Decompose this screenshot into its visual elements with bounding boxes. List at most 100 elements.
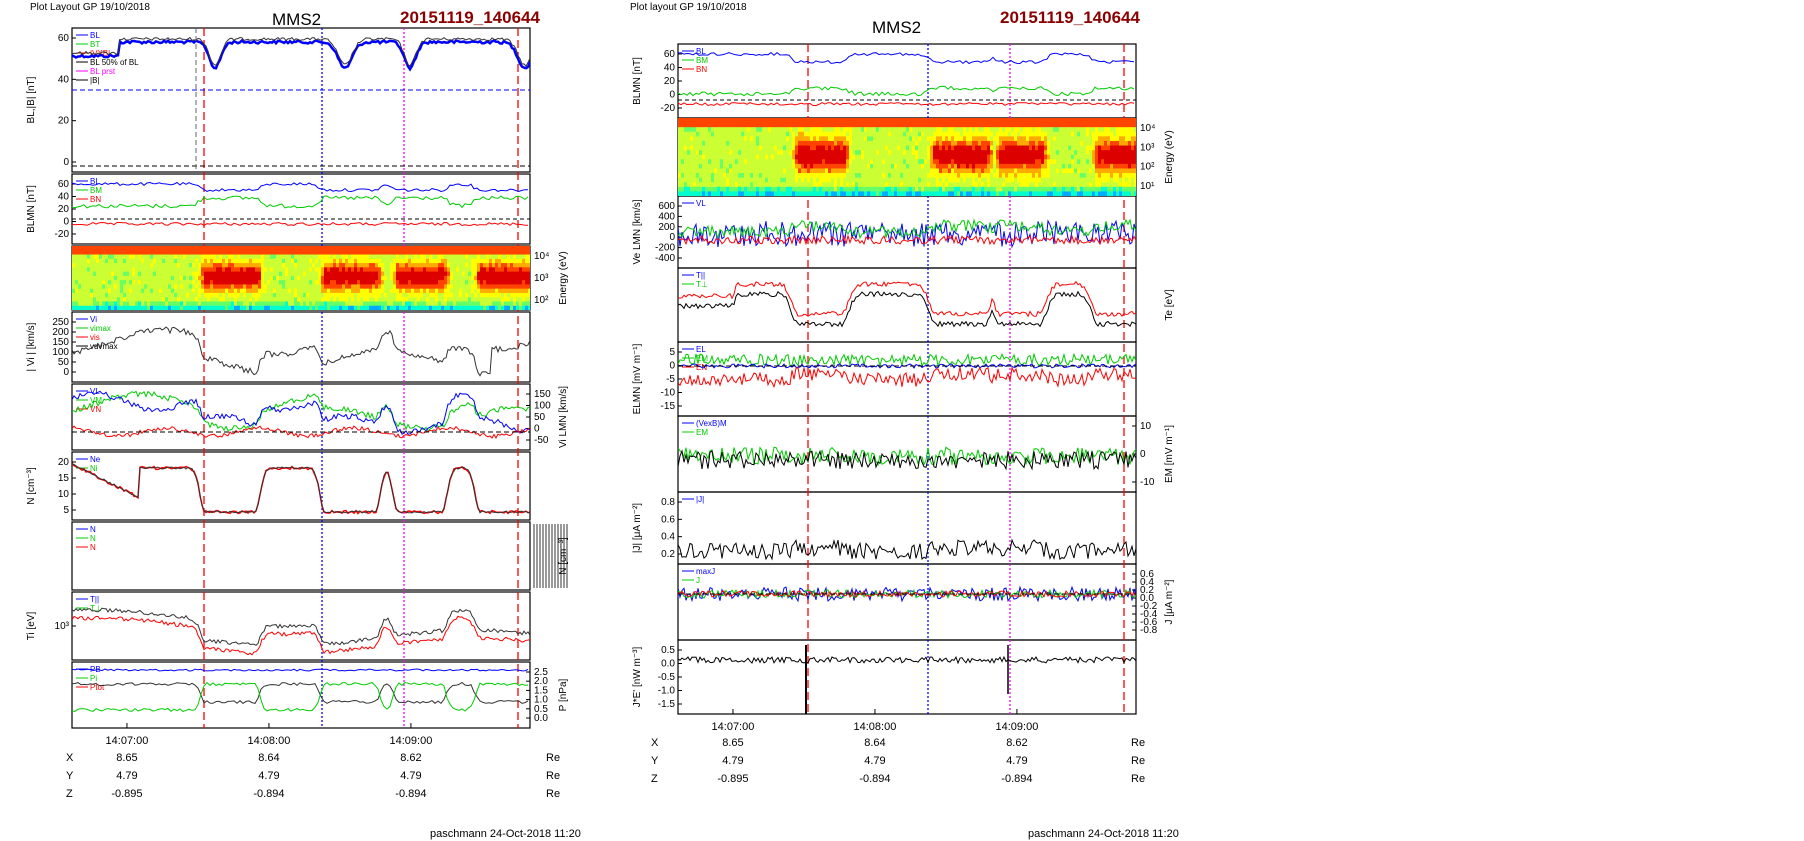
tick-label: -0.2 bbox=[1140, 601, 1158, 612]
tick-label: 0.4 bbox=[1140, 577, 1154, 588]
left-header: Plot Layout GP 19/10/2018 bbox=[30, 2, 150, 13]
series-pb bbox=[72, 681, 529, 705]
tick-label: 0 bbox=[669, 361, 675, 372]
tick-label: 0 bbox=[534, 424, 540, 435]
legend-entry: N bbox=[90, 525, 96, 534]
axis-label: Ti [eV] bbox=[26, 612, 37, 641]
tick-label: 1.5 bbox=[534, 685, 548, 696]
tick-label: 20 bbox=[58, 204, 70, 215]
tick-label: 0.6 bbox=[661, 514, 675, 525]
series-en bbox=[678, 366, 1136, 389]
panel-je: 0.5 0.0 -0.5 -1.0 -1.5 J*E' [nW m⁻³] bbox=[632, 639, 1137, 715]
orbit-value: 8.62 bbox=[400, 752, 422, 764]
left-event-stamp: 20151119_140644 bbox=[400, 8, 540, 27]
series-je bbox=[678, 655, 1136, 665]
legend-entry: T|| bbox=[90, 595, 99, 604]
tick-label: 2.0 bbox=[534, 676, 548, 687]
legend-entry: VN bbox=[90, 405, 101, 414]
time-tick: 14:09:00 bbox=[390, 735, 433, 747]
axis-label: Te [eV] bbox=[1164, 289, 1175, 320]
left-spacecraft: MMS2 bbox=[272, 10, 322, 29]
tick-label: 10¹ bbox=[1140, 181, 1155, 192]
series-vl bbox=[72, 390, 530, 435]
tick-label: -0.8 bbox=[1140, 625, 1158, 636]
series-bl bbox=[72, 181, 529, 193]
axis-label: Energy (eV) bbox=[1164, 130, 1175, 183]
orbit-value: 8.64 bbox=[864, 737, 886, 749]
series-bm bbox=[678, 85, 1135, 97]
series-ptot bbox=[72, 668, 529, 672]
orbit-value: 8.65 bbox=[116, 752, 138, 764]
orbit-label: X bbox=[651, 737, 659, 749]
tick-label: -200 bbox=[655, 243, 675, 254]
orbit-unit: Re bbox=[1131, 737, 1146, 749]
tick-label: -1.5 bbox=[658, 699, 676, 710]
tick-label: 10⁴ bbox=[534, 251, 549, 262]
tick-label: 0.6 bbox=[1140, 569, 1154, 580]
right-footer: paschmann 24-Oct-2018 11:20 bbox=[1028, 828, 1179, 840]
tick-label: 0 bbox=[1140, 449, 1146, 460]
legend-entry: Ne bbox=[90, 455, 101, 464]
axis-label: BLMN [nT] bbox=[632, 57, 643, 105]
axis-label: ELMN [mV m⁻¹] bbox=[632, 343, 643, 414]
time-tick: 14:09:00 bbox=[996, 721, 1039, 733]
tick-label: 0.5 bbox=[661, 645, 675, 656]
orbit-value: 8.64 bbox=[258, 752, 280, 764]
legend-entry: BL bbox=[90, 31, 100, 40]
axis-label: J [μA m⁻²] bbox=[1164, 579, 1175, 624]
tick-label: 20 bbox=[58, 116, 70, 127]
axis-label: BL,|B| [nT] bbox=[26, 76, 37, 123]
axis-label: |J| [μA m⁻²] bbox=[632, 503, 643, 553]
tick-label: 10³ bbox=[534, 273, 549, 284]
tick-label: -5 bbox=[666, 374, 675, 385]
axis-label: J*E' [nW m⁻³] bbox=[632, 647, 643, 708]
tick-label: -20 bbox=[661, 103, 676, 114]
legend-entry: EM bbox=[696, 354, 708, 363]
orbit-label: X bbox=[66, 752, 74, 764]
legend-entry: BL 50% of BL bbox=[90, 58, 139, 67]
tick-label: 60 bbox=[58, 33, 70, 44]
orbit-value: -0.895 bbox=[111, 788, 143, 800]
orbit-label: Z bbox=[66, 788, 73, 800]
series-pi bbox=[72, 681, 529, 712]
legend-entry: T|| bbox=[696, 271, 705, 280]
tick-label: 10³ bbox=[55, 621, 70, 632]
axis-label: N [cm⁻³] bbox=[558, 537, 569, 575]
tick-label: 15 bbox=[58, 473, 70, 484]
panel-jlmn: 0.60.40.20.0-0.2-0.4-0.6-0.8 J [μA m⁻²] ma… bbox=[677, 563, 1175, 641]
series-bl bbox=[678, 51, 1135, 65]
tick-label: 50 bbox=[58, 357, 70, 368]
legend-entry: PB bbox=[90, 665, 101, 674]
orbit-label: Y bbox=[66, 770, 74, 782]
series-ni bbox=[72, 463, 530, 514]
tick-label: 0 bbox=[669, 90, 675, 101]
series-ven bbox=[678, 234, 1136, 246]
axis-label: Energy (eV) bbox=[558, 251, 569, 304]
tick-label: 40 bbox=[58, 192, 70, 203]
tick-label: 250 bbox=[52, 317, 69, 328]
tick-label: -50 bbox=[534, 435, 549, 446]
tick-label: 0.8 bbox=[661, 497, 675, 508]
tick-label: 10 bbox=[58, 489, 70, 500]
series-el bbox=[678, 363, 1136, 369]
legend-entry: BL bbox=[90, 177, 100, 186]
series-jm bbox=[678, 588, 1136, 600]
tick-label: 20 bbox=[58, 457, 70, 468]
tick-label: 20 bbox=[664, 76, 676, 87]
legend-entry: vimax bbox=[90, 324, 111, 333]
orbit-value: -0.894 bbox=[253, 788, 285, 800]
legend-entry: BT bbox=[90, 40, 100, 49]
legend-entry: BL bbox=[696, 47, 706, 56]
right-header: Plot layout GP 19/10/2018 bbox=[630, 2, 747, 13]
series-tepar bbox=[678, 280, 1136, 318]
legend-entry: VL bbox=[696, 199, 706, 208]
panel-nblank: N [cm⁻³] NNN bbox=[71, 521, 569, 591]
legend-entry: EM bbox=[696, 428, 708, 437]
series-teperp bbox=[678, 290, 1136, 328]
tick-label: 100 bbox=[52, 347, 69, 358]
orbit-label: Z bbox=[651, 773, 658, 785]
legend-entry: T⊥ bbox=[90, 604, 102, 613]
